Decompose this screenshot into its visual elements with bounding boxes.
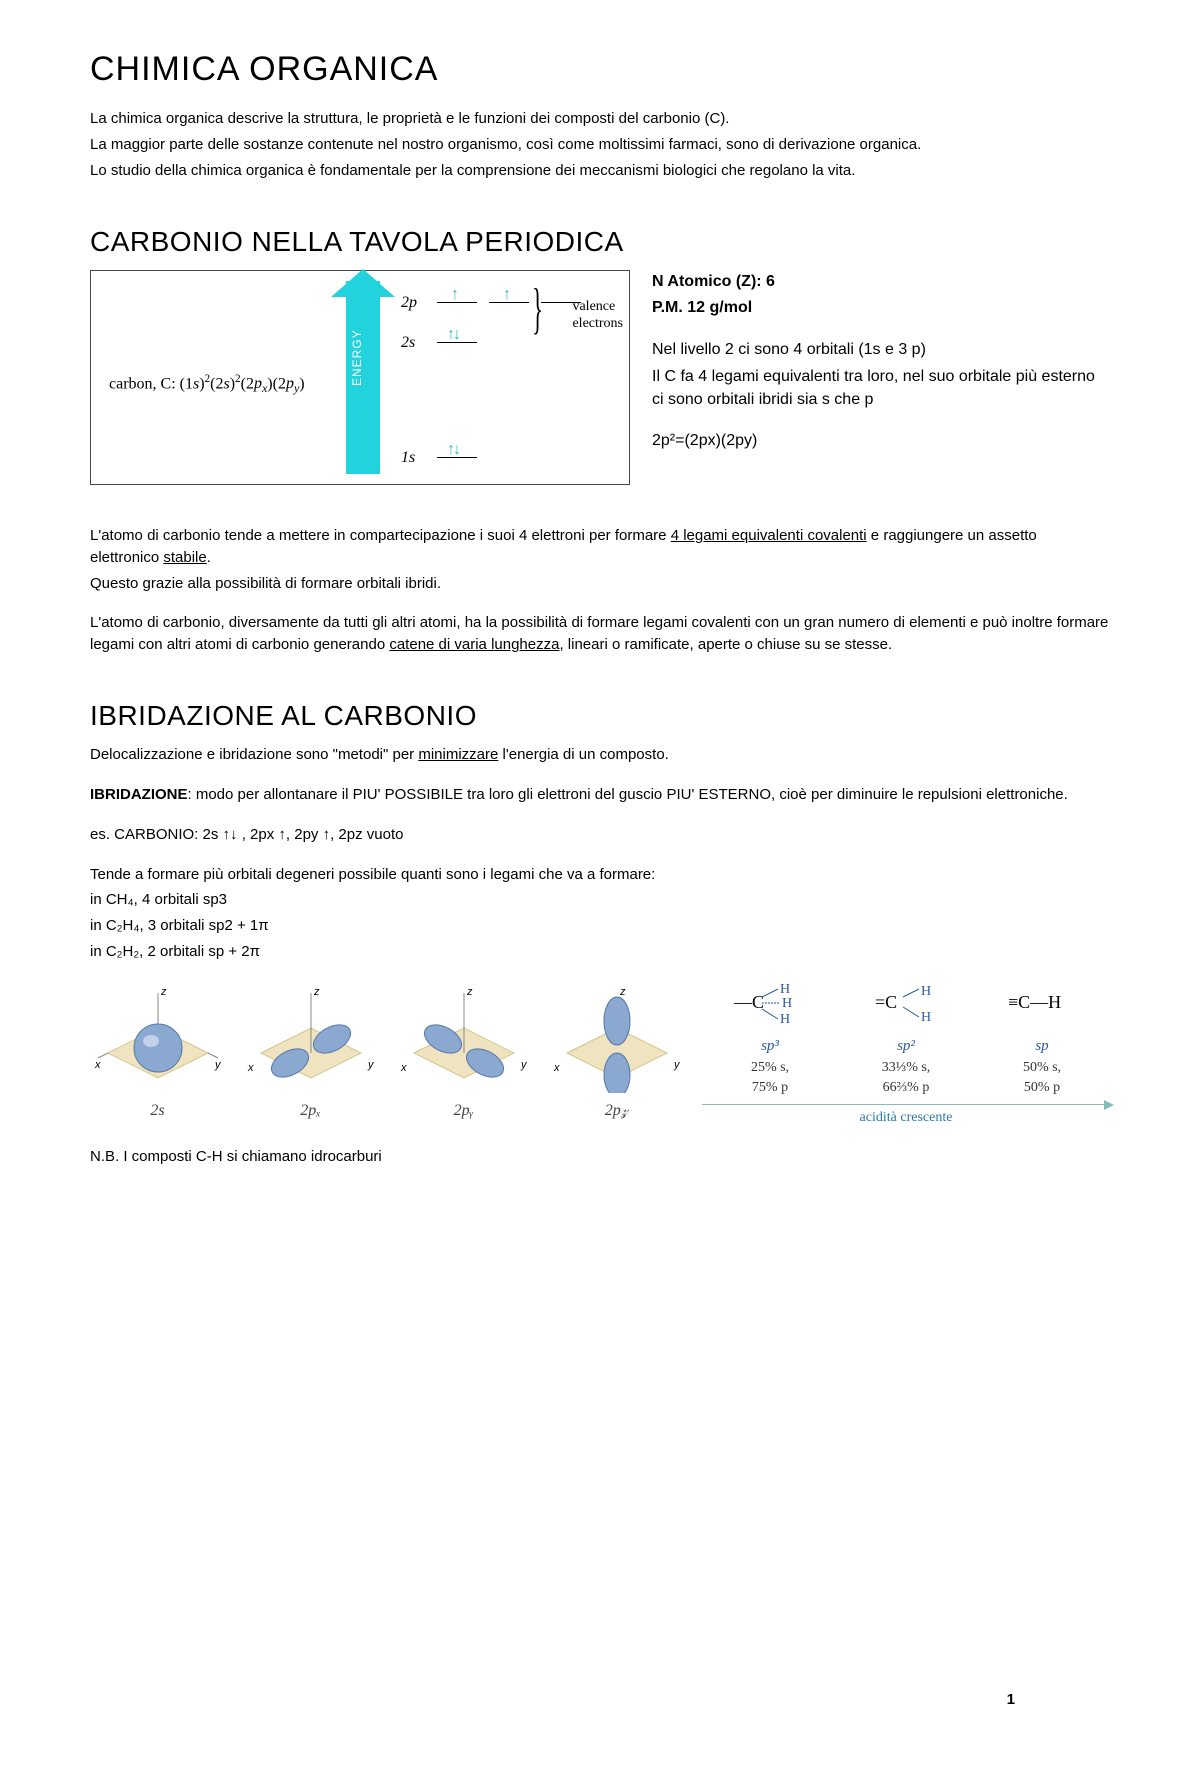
struct-sp: ≡C—H [1004,983,1084,1032]
info-p2: Il C fa 4 legami equivalenti tra loro, n… [652,365,1110,411]
arrow-label: ENERGY [349,329,366,386]
carbon-formula: carbon, C: (1s)2(2s)2(2px)(2py) [109,371,305,398]
svg-text:x: x [247,1062,254,1074]
body-p3: L'atomo di carbonio, diversamente da tut… [90,612,1110,656]
sec2-p4: Tende a formare più orbitali degeneri po… [90,864,1110,886]
intro-p1: La chimica organica descrive la struttur… [90,108,1110,130]
page-number: 1 [1007,1689,1015,1711]
section1-heading: CARBONIO NELLA TAVOLA PERIODICA [90,222,1110,263]
svg-text:≡C—H: ≡C—H [1008,992,1061,1012]
section2-heading: IBRIDAZIONE AL CARBONIO [90,696,1110,737]
svg-text:y: y [673,1059,681,1071]
orbital-2px: z xy 2pₓ [243,983,378,1122]
svg-text:z: z [160,986,167,998]
carbon-info: N Atomico (Z): 6 P.M. 12 g/mol Nel livel… [652,270,1110,452]
sec2-l2: in C₂H₄, 3 orbitali sp2 + 1π [90,915,1110,937]
sec2-es: es. CARBONIO: 2s ↑↓ , 2px ↑, 2py ↑, 2pz … [90,824,1110,846]
svg-text:x: x [400,1062,407,1074]
svg-text:y: y [367,1059,375,1071]
hybridization-table: —C H H H =C H H ≡C—H sp³ 25% s, 75% p [702,983,1110,1129]
svg-text:z: z [313,986,320,998]
intro-p2: La maggior parte delle sostanze contenut… [90,134,1110,156]
orbitals-row: z x y 2s z xy 2pₓ z xy 2pᵧ [90,983,1110,1129]
energy-diagram: ENERGY carbon, C: (1s)2(2s)2(2px)(2py) 2… [90,270,630,485]
info-p1: Nel livello 2 ci sono 4 orbitali (1s e 3… [652,338,1110,361]
sec2-l3: in C₂H₂, 2 orbitali sp + 2π [90,941,1110,963]
orbital-formula: 2p²=(2px)(2py) [652,429,1110,452]
orb-2s-label: 2s [401,331,425,354]
section1-row: ENERGY carbon, C: (1s)2(2s)2(2px)(2py) 2… [90,270,1110,485]
body-p1: L'atomo di carbonio tende a mettere in c… [90,525,1110,569]
struct-sp3: —C H H H [728,983,818,1032]
orb-1s-label: 1s [401,446,425,469]
svg-text:—C: —C [733,992,764,1012]
orbital-2py: z xy 2pᵧ [396,983,531,1122]
nb-note: N.B. I composti C-H si chiamano idrocarb… [90,1146,1110,1168]
orbital-2pz: z xy 2p𝓏 [549,983,684,1122]
acidity-arrow: acidità crescente [702,1104,1110,1128]
struct-sp2: =C H H [871,983,951,1032]
sec2-l1: in CH₄, 4 orbitali sp3 [90,889,1110,911]
svg-text:H: H [782,996,792,1011]
svg-text:H: H [921,984,931,999]
page-title: CHIMICA ORGANICA [90,45,1110,94]
sec2-p1: Delocalizzazione e ibridazione sono "met… [90,744,1110,766]
svg-text:y: y [214,1059,222,1071]
svg-text:x: x [94,1059,101,1071]
intro-p3: Lo studio della chimica organica è fonda… [90,160,1110,182]
svg-text:H: H [780,1012,790,1025]
svg-text:H: H [921,1010,931,1025]
valence-label: valenceelectrons [572,299,623,333]
sec2-p2: IBRIDAZIONE: modo per allontanare il PIU… [90,784,1110,806]
brace-icon: } [532,281,543,337]
atomic-number: N Atomico (Z): 6 [652,270,1110,293]
orbital-2s: z x y 2s [90,983,225,1122]
orb-2p-label: 2p [401,291,425,314]
svg-text:x: x [553,1062,560,1074]
body-p2: Questo grazie alla possibilità di formar… [90,573,1110,595]
svg-text:z: z [466,986,473,998]
svg-text:=C: =C [875,992,897,1012]
svg-text:H: H [780,983,790,997]
svg-text:y: y [520,1059,528,1071]
molar-mass: P.M. 12 g/mol [652,296,1110,319]
svg-text:z: z [619,986,626,998]
